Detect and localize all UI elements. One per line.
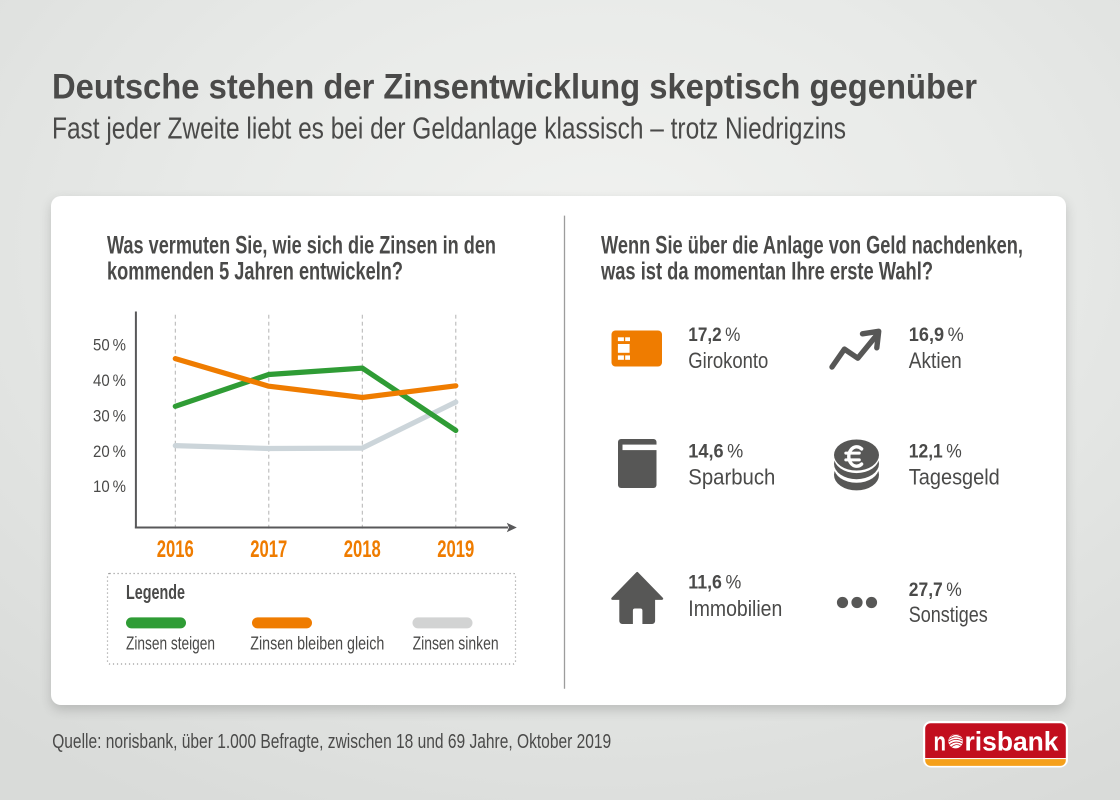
svg-text:27,7 %: 27,7 % — [909, 580, 962, 601]
svg-text:17,2 %: 17,2 % — [688, 325, 740, 346]
svg-text:2016: 2016 — [157, 536, 194, 563]
svg-text:Wenn Sie über die Anlage von G: Wenn Sie über die Anlage von Geld nachde… — [601, 232, 1023, 260]
svg-text:2017: 2017 — [250, 536, 287, 563]
svg-text:40 %: 40 % — [93, 371, 126, 390]
svg-text:was ist da momentan Ihre erste: was ist da momentan Ihre erste Wahl? — [600, 257, 933, 285]
svg-text:Tagesgeld: Tagesgeld — [909, 464, 1000, 489]
svg-text:Immobilien: Immobilien — [688, 596, 782, 621]
svg-text:Zinsen bleiben gleich: Zinsen bleiben gleich — [250, 634, 384, 654]
svg-text:30 %: 30 % — [93, 406, 126, 425]
svg-text:Girokonto: Girokonto — [688, 348, 768, 373]
svg-text:Sparbuch: Sparbuch — [688, 464, 775, 489]
svg-text:Deutsche stehen der Zinsentwic: Deutsche stehen der Zinsentwicklung skep… — [52, 68, 977, 107]
svg-text:10 %: 10 % — [93, 477, 126, 496]
svg-text:Legende: Legende — [126, 582, 185, 604]
svg-text:Sonstiges: Sonstiges — [909, 602, 988, 627]
svg-text:12,1 %: 12,1 % — [909, 441, 962, 462]
svg-text:2018: 2018 — [344, 536, 381, 563]
svg-text:Zinsen sinken: Zinsen sinken — [413, 634, 499, 654]
svg-text:50 %: 50 % — [93, 336, 126, 355]
svg-text:20 %: 20 % — [93, 442, 126, 461]
svg-text:risbank: risbank — [965, 726, 1060, 756]
svg-text:n: n — [934, 726, 947, 756]
svg-text:kommenden 5 Jahren entwickeln?: kommenden 5 Jahren entwickeln? — [107, 257, 403, 285]
svg-text:Zinsen steigen: Zinsen steigen — [126, 634, 215, 654]
svg-text:Fast jeder Zweite liebt es bei: Fast jeder Zweite liebt es bei der Gelda… — [52, 111, 846, 146]
svg-text:Was vermuten Sie, wie sich die: Was vermuten Sie, wie sich die Zinsen in… — [107, 232, 496, 260]
svg-text:14,6 %: 14,6 % — [688, 441, 743, 462]
svg-text:11,6 %: 11,6 % — [688, 572, 741, 593]
svg-text:Quelle: norisbank, über 1.000: Quelle: norisbank, über 1.000 Befragte, … — [52, 731, 611, 753]
svg-text:2019: 2019 — [437, 536, 474, 563]
svg-text:16,9 %: 16,9 % — [909, 325, 964, 346]
svg-text:Aktien: Aktien — [909, 348, 962, 373]
